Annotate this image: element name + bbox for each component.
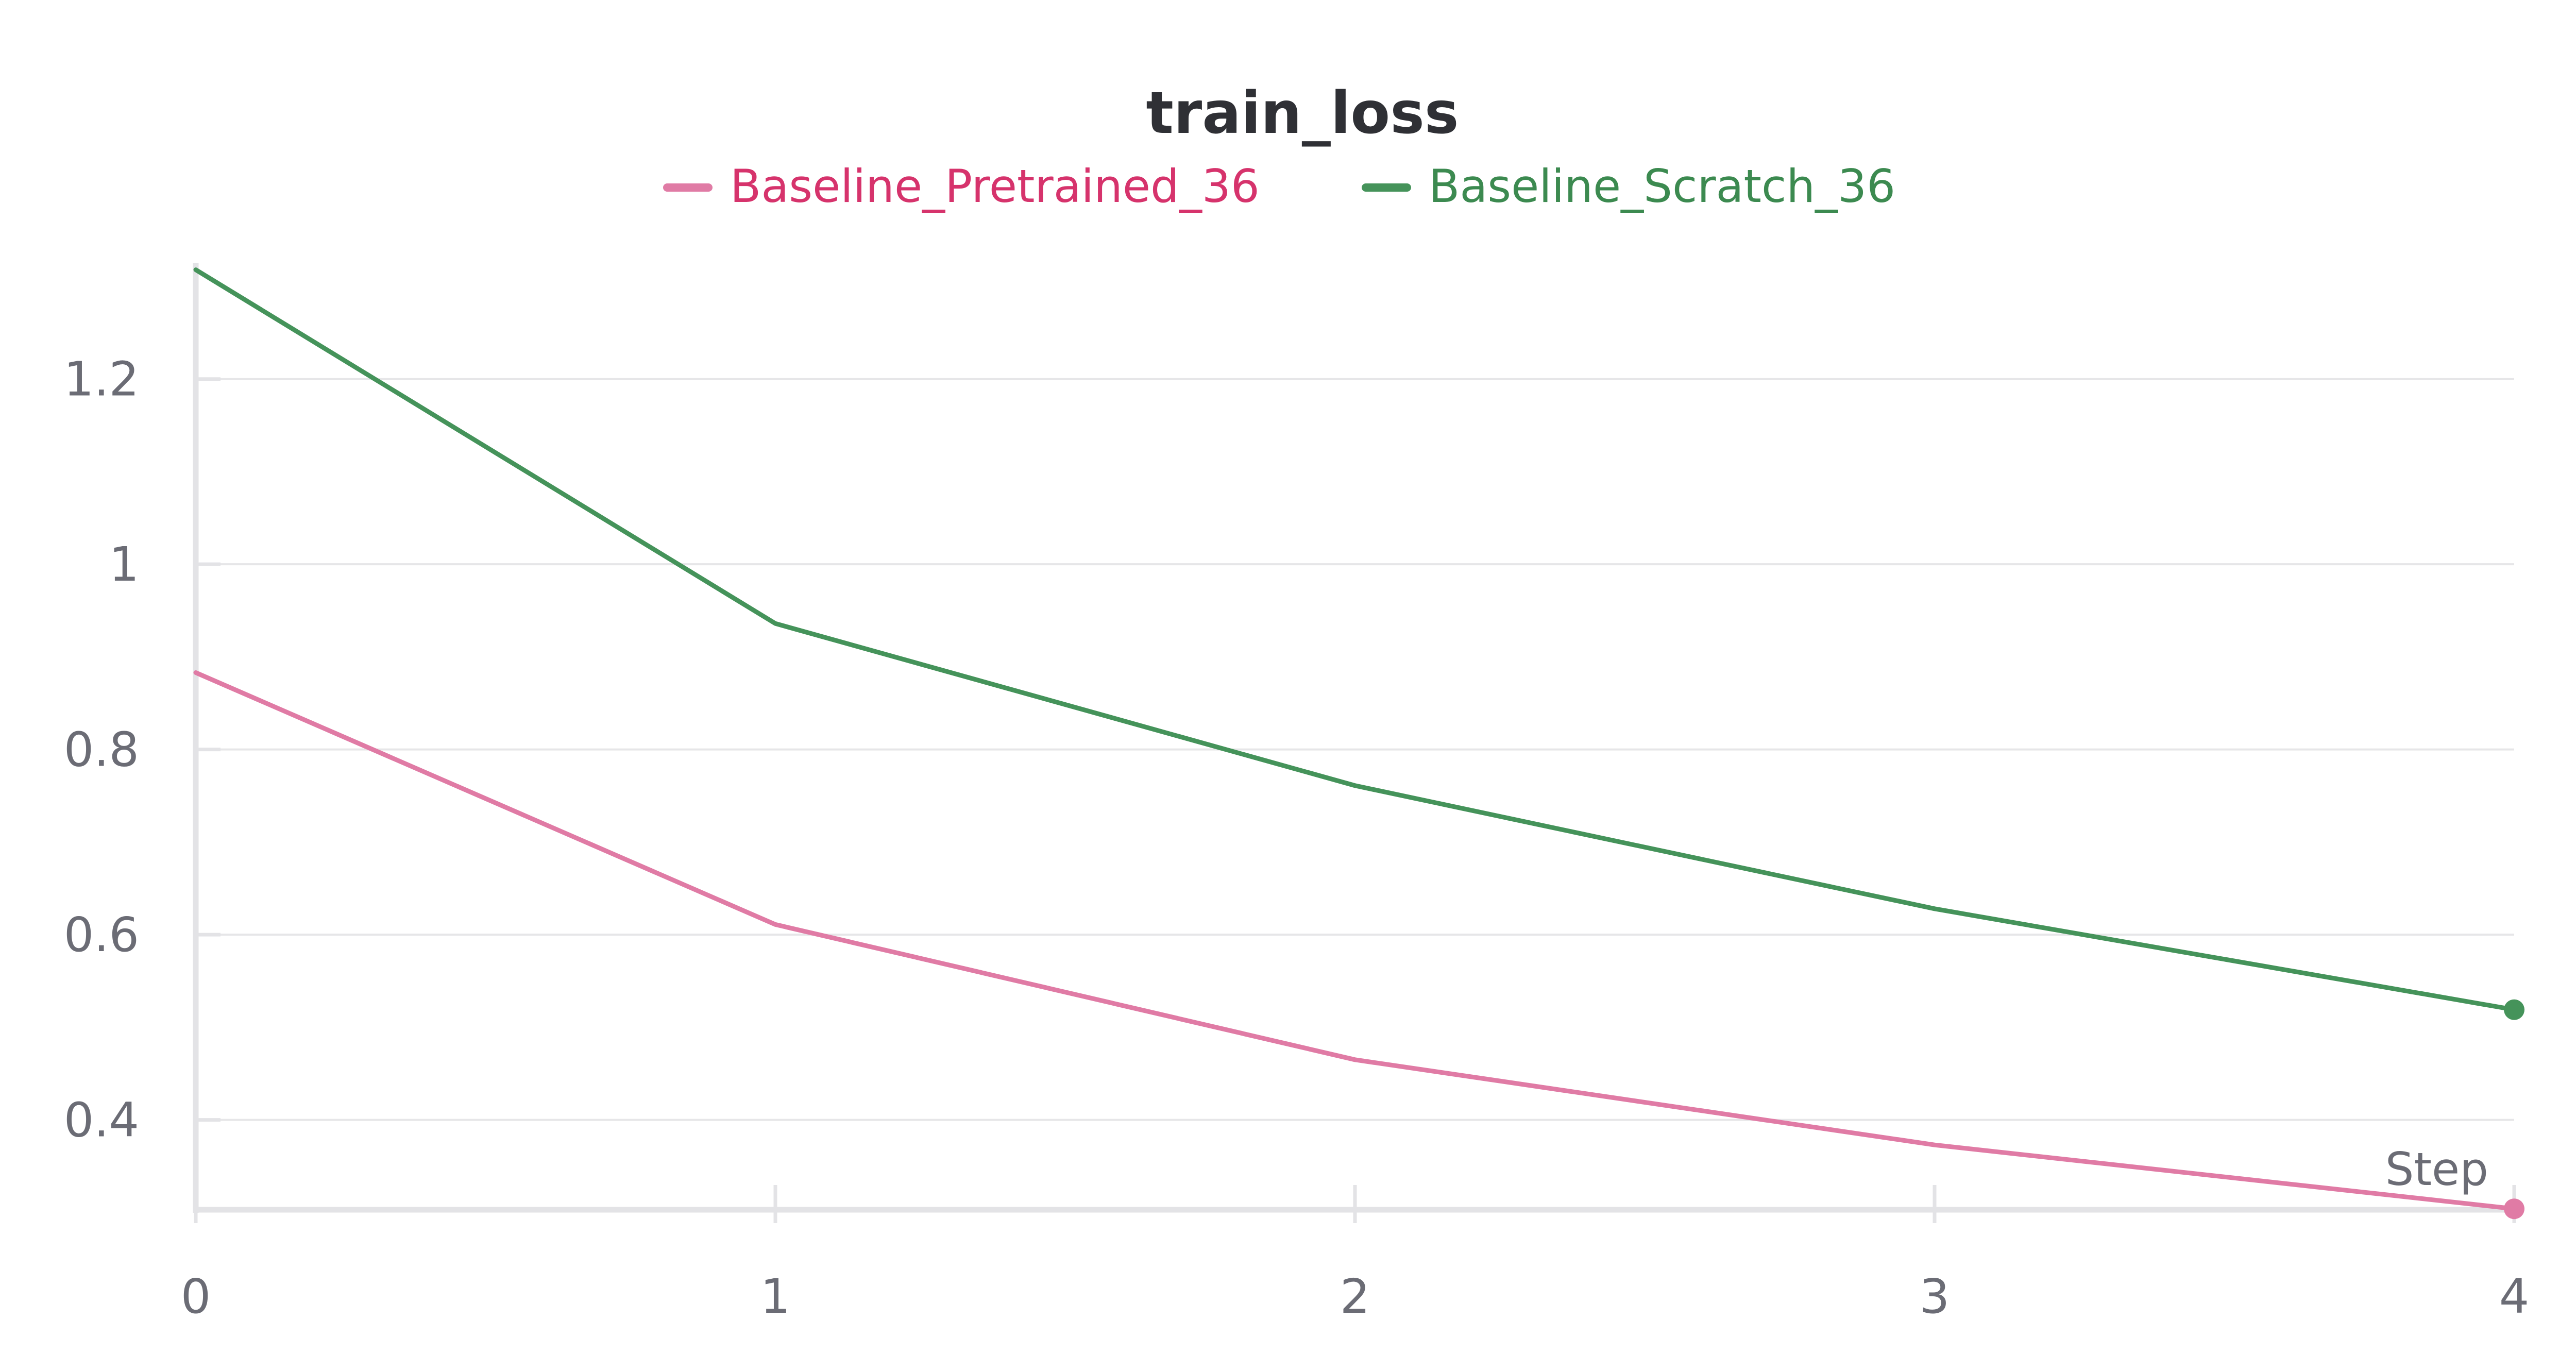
series-end-point-0 [2504, 1198, 2524, 1220]
x-tick-label: 3 [1920, 1269, 1950, 1324]
series-end-point-1 [2504, 999, 2524, 1020]
x-tick-label: 2 [1340, 1269, 1370, 1324]
x-tick-label: 0 [181, 1269, 211, 1324]
series-lines [193, 267, 2524, 1220]
series-line-1 [193, 267, 2517, 1012]
legend-label: Baseline_Pretrained_36 [730, 160, 1260, 213]
grid-lines [216, 378, 2514, 1121]
legend-label: Baseline_Scratch_36 [1429, 160, 1895, 213]
legend-item-0[interactable]: Baseline_Pretrained_36 [663, 160, 1260, 213]
x-tick-label: 1 [760, 1269, 791, 1324]
y-tick-label: 0.6 [64, 907, 139, 962]
x-tick-label: 4 [2499, 1269, 2530, 1324]
x-axis-label: Step [2385, 1143, 2488, 1196]
series-line-0 [193, 670, 2517, 1211]
y-tick-label: 1 [109, 537, 139, 592]
tick-labels: 0.4 0.6 0.8 1 1.2 0 1 2 3 4 Step [64, 352, 2530, 1324]
y-tick-label: 1.2 [64, 352, 139, 407]
legend: Baseline_Pretrained_36 Baseline_Scratch_3… [663, 160, 1895, 213]
chart-title: train_loss [1146, 80, 1459, 147]
y-tick-label: 0.4 [64, 1093, 139, 1148]
axes [193, 263, 2516, 1223]
legend-item-1[interactable]: Baseline_Scratch_36 [1362, 160, 1895, 213]
y-tick-label: 0.8 [64, 722, 139, 777]
